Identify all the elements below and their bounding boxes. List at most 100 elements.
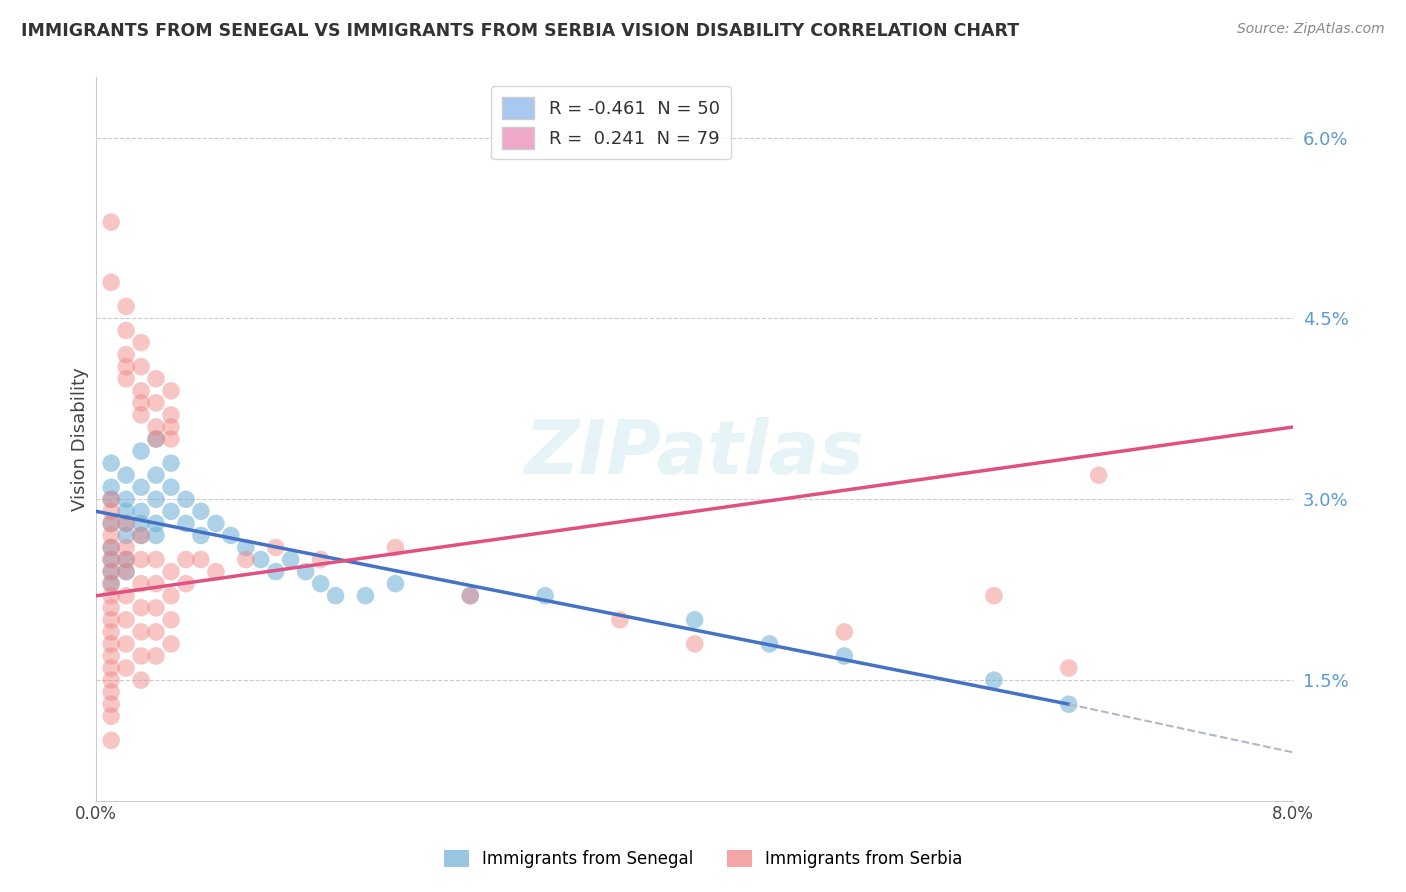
Point [115,565,138,579]
Point [160,565,183,579]
Point [145,432,167,446]
Point [145,468,167,483]
Point [100,552,122,566]
Point [129,552,152,566]
Point [100,697,122,711]
Point [100,589,122,603]
Point [115,565,138,579]
Point [100,733,122,747]
Point [100,624,122,639]
Point [129,624,152,639]
Point [129,516,152,531]
Point [100,528,122,542]
Point [205,565,228,579]
Point [115,552,138,566]
Point [458,589,481,603]
Point [115,528,138,542]
Point [115,372,138,386]
Legend: Immigrants from Senegal, Immigrants from Serbia: Immigrants from Senegal, Immigrants from… [437,843,969,875]
Point [145,648,167,663]
Text: ZIPatlas: ZIPatlas [524,417,865,490]
Point [160,589,183,603]
Point [309,576,332,591]
Point [145,492,167,507]
Point [983,589,1005,603]
Point [115,661,138,675]
Point [145,552,167,566]
Point [129,480,152,494]
Point [534,589,557,603]
Point [235,552,257,566]
Point [384,576,406,591]
Point [174,516,197,531]
Point [145,432,167,446]
Point [100,685,122,699]
Point [100,648,122,663]
Point [235,541,257,555]
Point [758,637,780,651]
Point [145,372,167,386]
Point [174,492,197,507]
Point [115,613,138,627]
Point [1057,661,1080,675]
Point [145,600,167,615]
Point [145,528,167,542]
Point [309,552,332,566]
Point [100,661,122,675]
Point [145,516,167,531]
Point [100,541,122,555]
Point [100,480,122,494]
Point [145,624,167,639]
Point [458,589,481,603]
Point [129,396,152,410]
Point [100,541,122,555]
Point [354,589,377,603]
Point [129,359,152,374]
Point [100,215,122,229]
Point [160,480,183,494]
Point [174,552,197,566]
Point [160,456,183,470]
Point [129,504,152,518]
Point [115,589,138,603]
Point [115,516,138,531]
Point [145,576,167,591]
Point [160,432,183,446]
Legend: R = -0.461  N = 50, R =  0.241  N = 79: R = -0.461 N = 50, R = 0.241 N = 79 [491,87,731,160]
Point [100,600,122,615]
Y-axis label: Vision Disability: Vision Disability [72,368,89,511]
Point [205,516,228,531]
Point [115,324,138,338]
Point [683,613,706,627]
Point [115,468,138,483]
Point [190,504,212,518]
Point [115,348,138,362]
Point [129,335,152,350]
Point [100,576,122,591]
Point [129,648,152,663]
Text: Source: ZipAtlas.com: Source: ZipAtlas.com [1237,22,1385,37]
Point [190,552,212,566]
Point [160,613,183,627]
Point [115,359,138,374]
Point [294,565,316,579]
Point [100,565,122,579]
Point [174,576,197,591]
Point [100,565,122,579]
Point [219,528,242,542]
Point [129,384,152,398]
Point [100,552,122,566]
Point [280,552,302,566]
Text: IMMIGRANTS FROM SENEGAL VS IMMIGRANTS FROM SERBIA VISION DISABILITY CORRELATION : IMMIGRANTS FROM SENEGAL VS IMMIGRANTS FR… [21,22,1019,40]
Point [983,673,1005,687]
Point [100,504,122,518]
Point [115,552,138,566]
Point [115,504,138,518]
Point [129,600,152,615]
Point [834,648,856,663]
Point [100,576,122,591]
Point [100,276,122,290]
Point [129,673,152,687]
Point [115,300,138,314]
Point [115,541,138,555]
